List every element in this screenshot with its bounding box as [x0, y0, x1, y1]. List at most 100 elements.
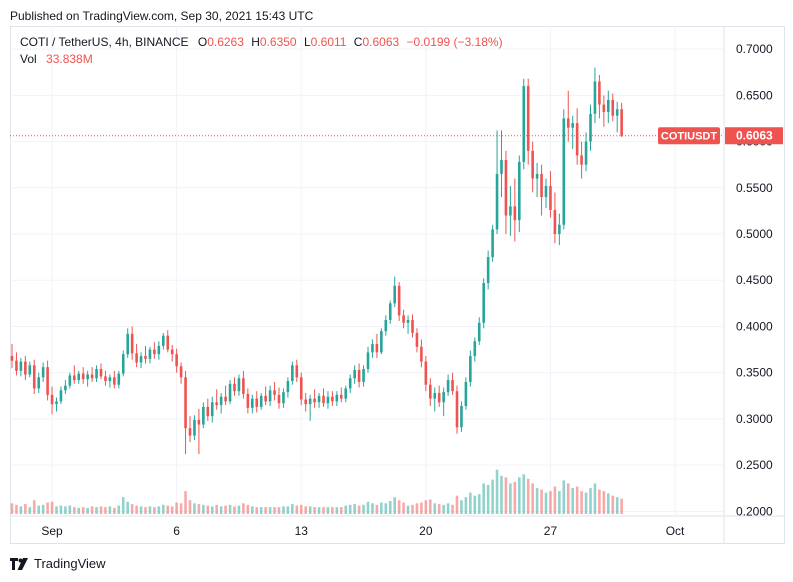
volume-bar: [397, 500, 401, 514]
candle-body: [566, 118, 570, 128]
candle-body: [108, 377, 112, 382]
candle-body: [86, 374, 89, 380]
volume-bar: [357, 505, 361, 514]
candle-body: [504, 160, 508, 216]
y-tick-label: 0.4500: [736, 273, 773, 287]
volume-bar: [513, 481, 517, 514]
volume-bars: [10, 469, 623, 514]
volume-bar: [95, 507, 98, 514]
volume-bar: [353, 504, 356, 514]
candle-body: [126, 333, 129, 355]
volume-bar: [86, 507, 89, 514]
volume-bar: [210, 506, 214, 514]
volume-bar: [495, 469, 499, 514]
volume-bar: [526, 478, 530, 514]
footer-brand[interactable]: TradingView: [10, 556, 106, 571]
legend-vol: 33.838M: [46, 52, 93, 66]
volume-bar: [366, 501, 370, 514]
symbol-price-tag-label: COTIUSDT: [661, 131, 718, 143]
candle-body: [584, 141, 588, 165]
candle-body: [233, 383, 236, 392]
volume-bar: [562, 480, 566, 514]
candle-body: [139, 356, 143, 363]
volume-bar: [415, 503, 419, 514]
volume-bar: [121, 497, 125, 514]
candle-body: [402, 315, 405, 323]
candle-body: [144, 356, 147, 359]
candle-body: [460, 405, 463, 428]
candle-body: [580, 155, 583, 165]
candle-body: [224, 396, 227, 402]
legend-ohlc-row: COTI / TetherUS, 4h, BINANCE O0.6263 H0.…: [20, 34, 503, 51]
candle-body: [509, 206, 512, 216]
volume-bar: [113, 507, 116, 514]
candle-body: [553, 209, 557, 235]
candle-body: [344, 388, 348, 399]
candle-body: [415, 332, 419, 347]
candle-body: [153, 349, 156, 355]
volume-bar: [41, 504, 45, 514]
candle-body: [531, 150, 534, 179]
volume-bar: [504, 477, 508, 514]
legend-open-label: O: [197, 35, 208, 49]
candle-body: [348, 378, 352, 389]
volume-bar: [522, 474, 526, 514]
y-axis: 0.2000 0.2500 0.3000 0.3500 0.4000 0.4500 0.50…: [736, 42, 773, 518]
last-price-marker: COTIUSDT 0.6063: [10, 127, 783, 145]
candlestick-chart[interactable]: 0.2000 0.2500 0.3000 0.3500 0.4000 0.4500 0.50…: [10, 26, 785, 544]
candle-body: [322, 395, 325, 404]
candle-body: [615, 109, 619, 116]
volume-bar: [228, 504, 232, 514]
volume-bar: [420, 502, 423, 514]
legend-volume-row: Vol 33.838M: [20, 51, 503, 68]
candle-body: [304, 399, 307, 405]
candle-body: [442, 392, 445, 403]
volume-bar: [304, 506, 307, 514]
volume-bar: [108, 506, 112, 514]
volume-bar: [424, 500, 428, 514]
legend-close-label: C: [353, 35, 363, 49]
candle-body: [32, 365, 36, 389]
y-tick-label: 0.2500: [736, 458, 773, 472]
candle-body: [446, 380, 450, 393]
y-tick-label: 0.2000: [736, 504, 773, 518]
candle-body: [68, 375, 72, 386]
candle-body: [95, 369, 98, 379]
volume-bar: [273, 507, 276, 514]
volume-bar: [73, 507, 76, 514]
volume-bar: [535, 488, 539, 514]
candle-body: [411, 320, 414, 333]
volume-bar: [32, 500, 36, 514]
candle-body: [46, 367, 49, 395]
candle-body: [162, 335, 165, 346]
candle-body: [375, 344, 379, 353]
legend-high-label: H: [251, 35, 260, 49]
volume-bar: [602, 491, 606, 514]
candle-body: [166, 335, 170, 350]
candle-body: [215, 402, 218, 406]
volume-bar: [371, 503, 374, 514]
candle-body: [366, 352, 370, 369]
tradingview-logo-icon: [10, 557, 28, 570]
volume-bar: [549, 491, 552, 514]
volume-bar: [607, 493, 610, 514]
candle-body: [518, 161, 521, 221]
volume-bar: [362, 504, 365, 514]
last-price-tag-label: 0.6063: [736, 129, 773, 143]
candle-body: [602, 104, 606, 112]
footer-brand-label: TradingView: [34, 556, 106, 571]
candle-body: [482, 283, 485, 323]
candle-body: [549, 185, 552, 210]
volume-bar: [117, 505, 121, 514]
x-tick-label: 20: [419, 524, 433, 538]
volume-bar: [620, 498, 623, 514]
volume-bar: [402, 502, 405, 514]
candle-body: [571, 123, 574, 128]
y-tick-label: 0.5500: [736, 181, 773, 195]
volume-bar: [308, 506, 312, 514]
candle-body: [589, 113, 592, 142]
volume-bar: [344, 505, 348, 514]
x-tick-label: Oct: [666, 524, 685, 538]
volume-bar: [233, 506, 236, 514]
x-tick-label: Sep: [41, 524, 63, 538]
